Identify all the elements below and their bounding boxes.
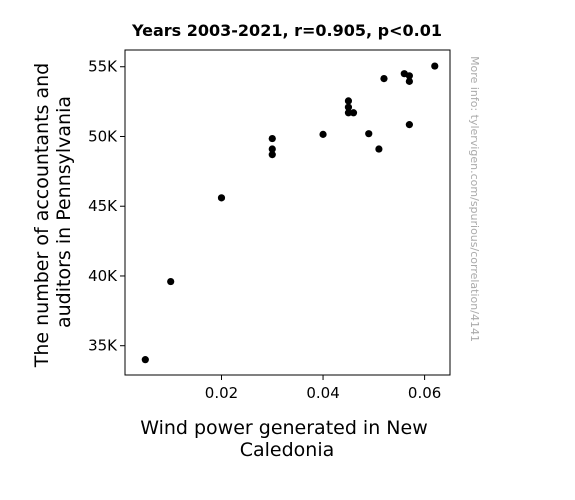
y-axis-label-line-1: The number of accountants and: [31, 63, 53, 368]
data-point-18: [431, 62, 439, 70]
data-point-8: [344, 103, 353, 111]
y-tick-label-2: 45K: [88, 197, 118, 215]
x-tick-label-1: 0.04: [306, 384, 339, 402]
data-point-4: [268, 145, 276, 153]
chart-title: Years 2003-2021, r=0.905, p<0.01: [131, 21, 442, 40]
y-axis-ticks: 35K 40K 45K 50K 55K: [88, 58, 125, 355]
data-point-15: [405, 72, 413, 80]
data-point-7: [344, 109, 353, 117]
y-tick-label-3: 50K: [88, 127, 118, 145]
y-tick-label-1: 40K: [88, 267, 118, 285]
y-axis-label-line-2: auditors in Pennsylvania: [53, 96, 75, 328]
x-tick-label-2: 0.06: [408, 384, 441, 402]
x-axis-ticks: 0.02 0.04 0.06: [205, 375, 441, 402]
data-point-9: [344, 97, 353, 105]
x-axis-label: Wind power generated in New Caledonia: [140, 417, 434, 461]
data-point-10: [349, 109, 358, 117]
y-tick-label-4: 55K: [88, 58, 118, 76]
data-point-16: [405, 77, 413, 85]
data-point-3: [268, 151, 276, 159]
plot-area-frame: [124, 49, 451, 376]
y-tick-label-0: 35K: [88, 337, 118, 355]
data-point-17: [405, 121, 413, 129]
data-point-0: [141, 356, 149, 364]
data-point-1: [167, 277, 175, 286]
data-point-5: [268, 134, 276, 143]
data-points-layer: [141, 62, 439, 364]
data-point-2: [217, 194, 226, 202]
data-point-12: [375, 145, 383, 153]
source-watermark: More info: tylervigen.com/spurious/corre…: [468, 56, 481, 342]
data-point-13: [380, 74, 388, 83]
x-axis-label-line-2: Caledonia: [240, 439, 335, 461]
x-tick-label-0: 0.02: [205, 384, 238, 402]
data-point-6: [319, 130, 327, 138]
x-axis-label-line-1: Wind power generated in New: [140, 417, 428, 439]
data-point-11: [365, 130, 373, 138]
y-axis-label: The number of accountants and auditors i…: [31, 57, 75, 368]
